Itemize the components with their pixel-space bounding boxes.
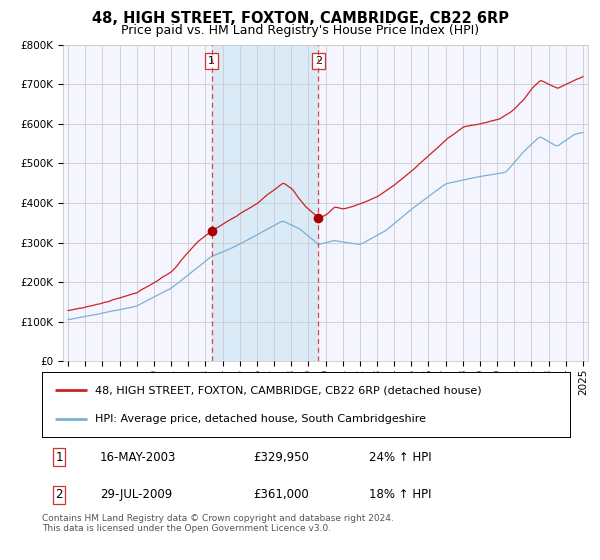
Text: 48, HIGH STREET, FOXTON, CAMBRIDGE, CB22 6RP: 48, HIGH STREET, FOXTON, CAMBRIDGE, CB22… xyxy=(91,11,509,26)
Text: 2: 2 xyxy=(315,56,322,66)
Text: 24% ↑ HPI: 24% ↑ HPI xyxy=(370,451,432,464)
Text: 1: 1 xyxy=(208,56,215,66)
Bar xyxy=(212,45,318,361)
Text: Price paid vs. HM Land Registry's House Price Index (HPI): Price paid vs. HM Land Registry's House … xyxy=(121,24,479,36)
Text: 2: 2 xyxy=(55,488,63,501)
Text: £361,000: £361,000 xyxy=(253,488,309,501)
Text: HPI: Average price, detached house, South Cambridgeshire: HPI: Average price, detached house, Sout… xyxy=(95,414,426,424)
Text: 18% ↑ HPI: 18% ↑ HPI xyxy=(370,488,432,501)
Text: 1: 1 xyxy=(55,451,63,464)
Text: 16-MAY-2003: 16-MAY-2003 xyxy=(100,451,176,464)
Text: 29-JUL-2009: 29-JUL-2009 xyxy=(100,488,172,501)
Text: Contains HM Land Registry data © Crown copyright and database right 2024.
This d: Contains HM Land Registry data © Crown c… xyxy=(42,514,394,534)
Text: £329,950: £329,950 xyxy=(253,451,309,464)
Text: 48, HIGH STREET, FOXTON, CAMBRIDGE, CB22 6RP (detached house): 48, HIGH STREET, FOXTON, CAMBRIDGE, CB22… xyxy=(95,385,481,395)
